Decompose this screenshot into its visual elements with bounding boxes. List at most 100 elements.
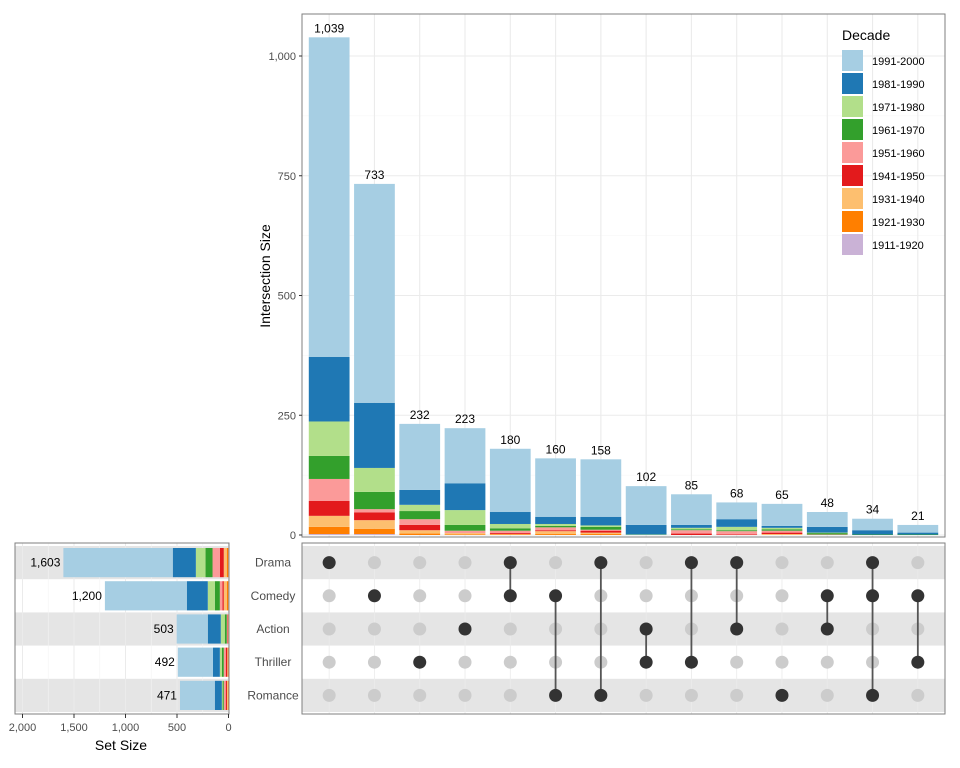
bar-segment-1991-2000 xyxy=(671,494,712,525)
set-bar-segment-1991-2000 xyxy=(177,647,213,677)
y-tick-label: 750 xyxy=(278,171,296,183)
legend: Decade 1991-2000 1981-1990 1971-1980 1961-1… xyxy=(842,27,925,255)
bar-segment-1991-2000 xyxy=(625,486,667,525)
bar-value-label: 1,039 xyxy=(314,21,344,35)
set-bar-segment-1951-1960 xyxy=(212,548,220,578)
legend-item: 1981-1990 xyxy=(842,73,925,94)
set-size-bar xyxy=(177,647,229,677)
set-bar-segment-1941-1950 xyxy=(225,647,228,677)
legend-label: 1921-1930 xyxy=(872,217,925,229)
bar-segment-1941-1950 xyxy=(535,530,576,532)
legend-item: 1971-1980 xyxy=(842,96,925,117)
legend-label: 1941-1950 xyxy=(872,171,925,183)
legend-item: 1911-1920 xyxy=(842,234,924,255)
matrix-stripe xyxy=(302,678,945,712)
matrix-column xyxy=(639,556,653,702)
set-bar-segment-1931-1940 xyxy=(226,680,229,710)
bar-segment-1931-1940 xyxy=(354,520,395,529)
intersection-bar xyxy=(308,37,350,535)
bar-segment-1971-1980 xyxy=(806,532,848,534)
bar-segment-1961-1970 xyxy=(354,491,395,510)
bar-segment-1991-2000 xyxy=(716,502,758,520)
matrix-dot-inactive xyxy=(458,556,472,570)
legend-label: 1991-2000 xyxy=(872,56,925,68)
bar-segment-1991-2000 xyxy=(308,37,350,357)
legend-swatch xyxy=(842,211,863,232)
matrix-column xyxy=(322,556,336,702)
bar-segment-1921-1930 xyxy=(535,534,576,535)
bar-value-label: 180 xyxy=(500,433,520,447)
bar-value-label: 223 xyxy=(455,412,475,426)
matrix-dot-active xyxy=(775,688,789,702)
set-bar-segment-1971-1980 xyxy=(195,548,206,578)
intersection-bars xyxy=(308,37,939,536)
matrix-dot-inactive xyxy=(413,556,427,570)
matrix-panel-border xyxy=(301,542,946,715)
bar-value-label: 158 xyxy=(591,443,611,457)
bar-segment-1981-1990 xyxy=(354,402,395,468)
bar-segment-1941-1950 xyxy=(761,532,803,535)
matrix-dot-active xyxy=(413,655,427,669)
bar-segment-1921-1930 xyxy=(354,528,395,535)
set-size-value-label: 1,603 xyxy=(30,556,60,570)
matrix-dot-inactive xyxy=(639,688,653,702)
bar-segment-1941-1950 xyxy=(671,533,712,535)
intersection-y-axis-title: Intersection Size xyxy=(257,224,273,328)
bar-segment-1981-1990 xyxy=(716,519,758,527)
bar-segment-1961-1970 xyxy=(671,529,712,531)
matrix-dot-inactive xyxy=(367,622,381,636)
set-bar-segment-1921-1930 xyxy=(226,581,229,611)
set-bar-segment-1971-1980 xyxy=(207,581,215,611)
bar-segment-1961-1970 xyxy=(897,534,939,536)
set-bar-segment-1931-1940 xyxy=(223,548,227,578)
bar-segment-1961-1970 xyxy=(535,525,576,528)
bar-segment-1931-1940 xyxy=(399,530,441,534)
matrix-column xyxy=(820,556,834,702)
matrix-dot-inactive xyxy=(503,655,517,669)
matrix-dot-inactive xyxy=(458,589,472,603)
set-label-comedy: Comedy xyxy=(251,589,296,603)
bar-segment-1981-1990 xyxy=(897,532,939,535)
set-bar-segment-1951-1960 xyxy=(223,680,226,710)
intersection-bar xyxy=(444,428,486,536)
set-bar-segment-1931-1940 xyxy=(227,647,229,677)
bar-segment-1911-1920 xyxy=(354,534,395,535)
set-bar-segment-1961-1970 xyxy=(221,647,224,677)
legend-label: 1971-1980 xyxy=(872,102,925,114)
bar-segment-1981-1990 xyxy=(671,524,712,528)
set-size-x-tick-label: 0 xyxy=(225,722,231,734)
matrix-dot-inactive xyxy=(911,556,925,570)
bar-segment-1981-1990 xyxy=(806,526,848,533)
bar-segment-1971-1980 xyxy=(535,523,576,526)
legend-label: 1931-1940 xyxy=(872,194,925,206)
set-bar-segment-1981-1990 xyxy=(186,581,208,611)
set-bar-segment-1931-1940 xyxy=(228,614,229,644)
intersection-bar xyxy=(806,512,848,536)
bar-segment-1991-2000 xyxy=(489,448,531,513)
bar-segment-1971-1980 xyxy=(671,527,712,530)
matrix-dot-active xyxy=(322,556,336,570)
bar-value-label: 160 xyxy=(546,442,566,456)
set-size-value-label: 503 xyxy=(154,622,174,636)
legend-swatch xyxy=(842,142,863,163)
set-bar-segment-1941-1950 xyxy=(222,581,224,611)
bar-segment-1991-2000 xyxy=(535,458,576,517)
bar-segment-1961-1970 xyxy=(489,528,531,531)
set-bar-segment-1991-2000 xyxy=(176,614,208,644)
bar-segment-1991-2000 xyxy=(852,518,893,531)
bar-segment-1981-1990 xyxy=(625,524,667,535)
matrix-dot-active xyxy=(911,655,925,669)
matrix-dot-inactive xyxy=(322,655,336,669)
bar-segment-1931-1940 xyxy=(580,532,622,535)
bar-segment-1951-1960 xyxy=(535,527,576,531)
bar-segment-1921-1930 xyxy=(308,526,350,535)
matrix-dot-active xyxy=(594,556,608,570)
matrix-stripe xyxy=(302,612,945,646)
matrix-dot-inactive xyxy=(322,589,336,603)
set-size-x-tick-label: 1,000 xyxy=(112,722,140,734)
legend-swatch xyxy=(842,165,863,186)
intersection-bar xyxy=(535,458,576,535)
bar-segment-1991-2000 xyxy=(897,524,939,533)
